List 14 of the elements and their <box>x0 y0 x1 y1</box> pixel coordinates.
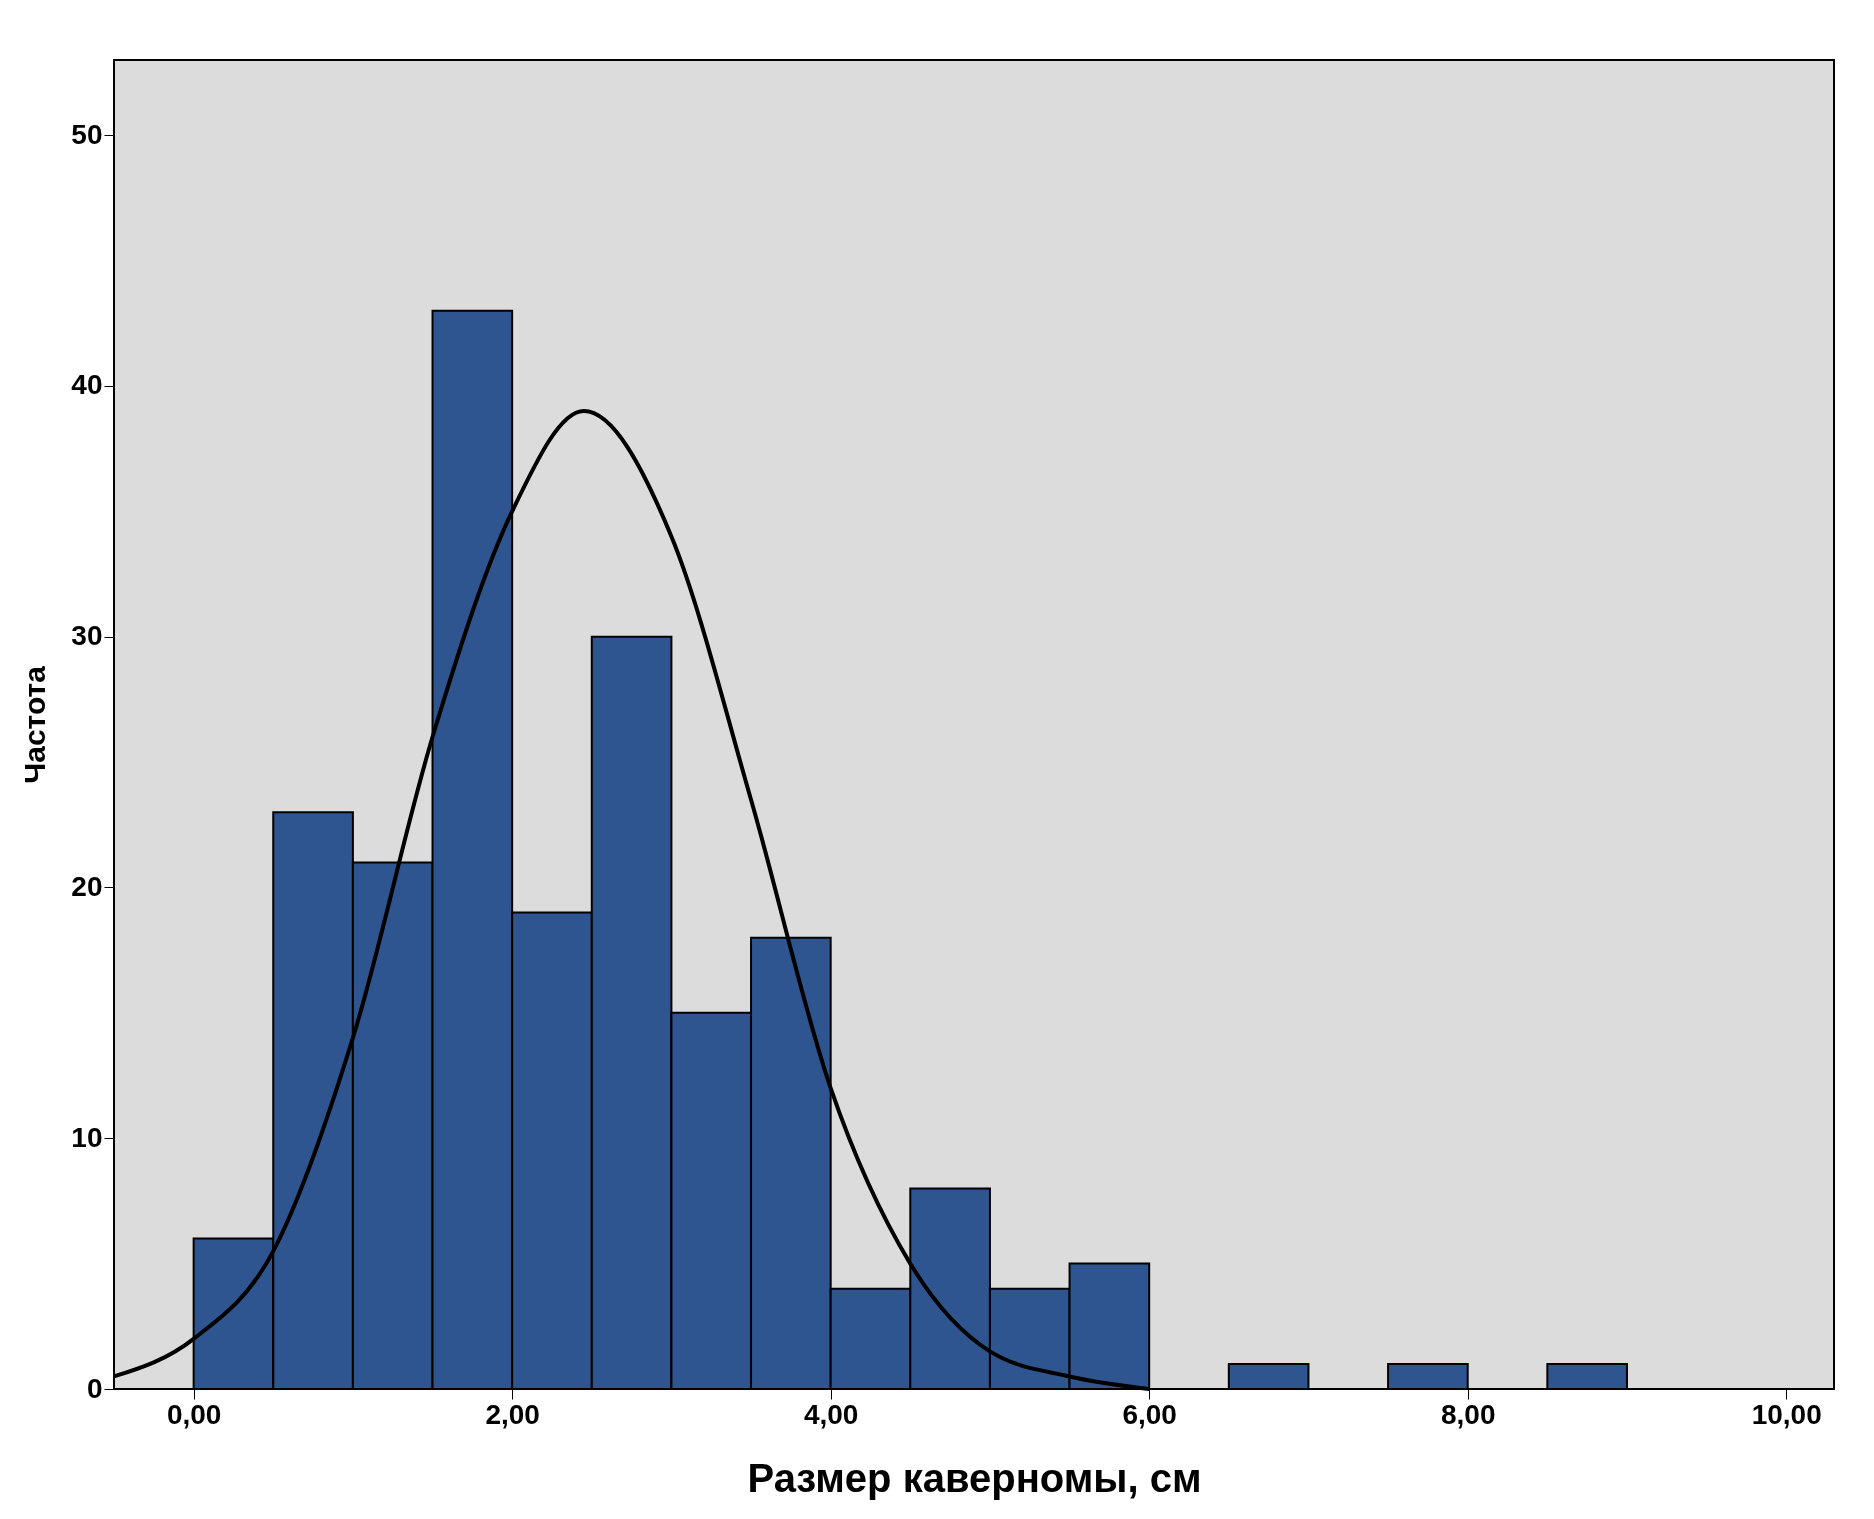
y-tick-label: 10 <box>71 1121 103 1153</box>
x-tick-label: 8,00 <box>1440 1398 1496 1430</box>
x-tick-label: 4,00 <box>803 1398 859 1430</box>
x-tick-label: 10,00 <box>1751 1398 1822 1430</box>
x-tick-label: 0,00 <box>166 1398 222 1430</box>
x-tick-label: 6,00 <box>1122 1398 1177 1430</box>
x-tick-label: 2,00 <box>485 1398 540 1430</box>
y-tick-label: 0 <box>86 1372 103 1404</box>
y-tick-label: 20 <box>71 870 103 902</box>
y-tick-label: 30 <box>71 620 103 652</box>
y-axis-title: Частота <box>18 665 52 784</box>
x-axis-title: Размер каверномы, см <box>747 1455 1202 1500</box>
y-tick-label: 50 <box>71 118 103 150</box>
y-tick-label: 40 <box>71 369 103 401</box>
